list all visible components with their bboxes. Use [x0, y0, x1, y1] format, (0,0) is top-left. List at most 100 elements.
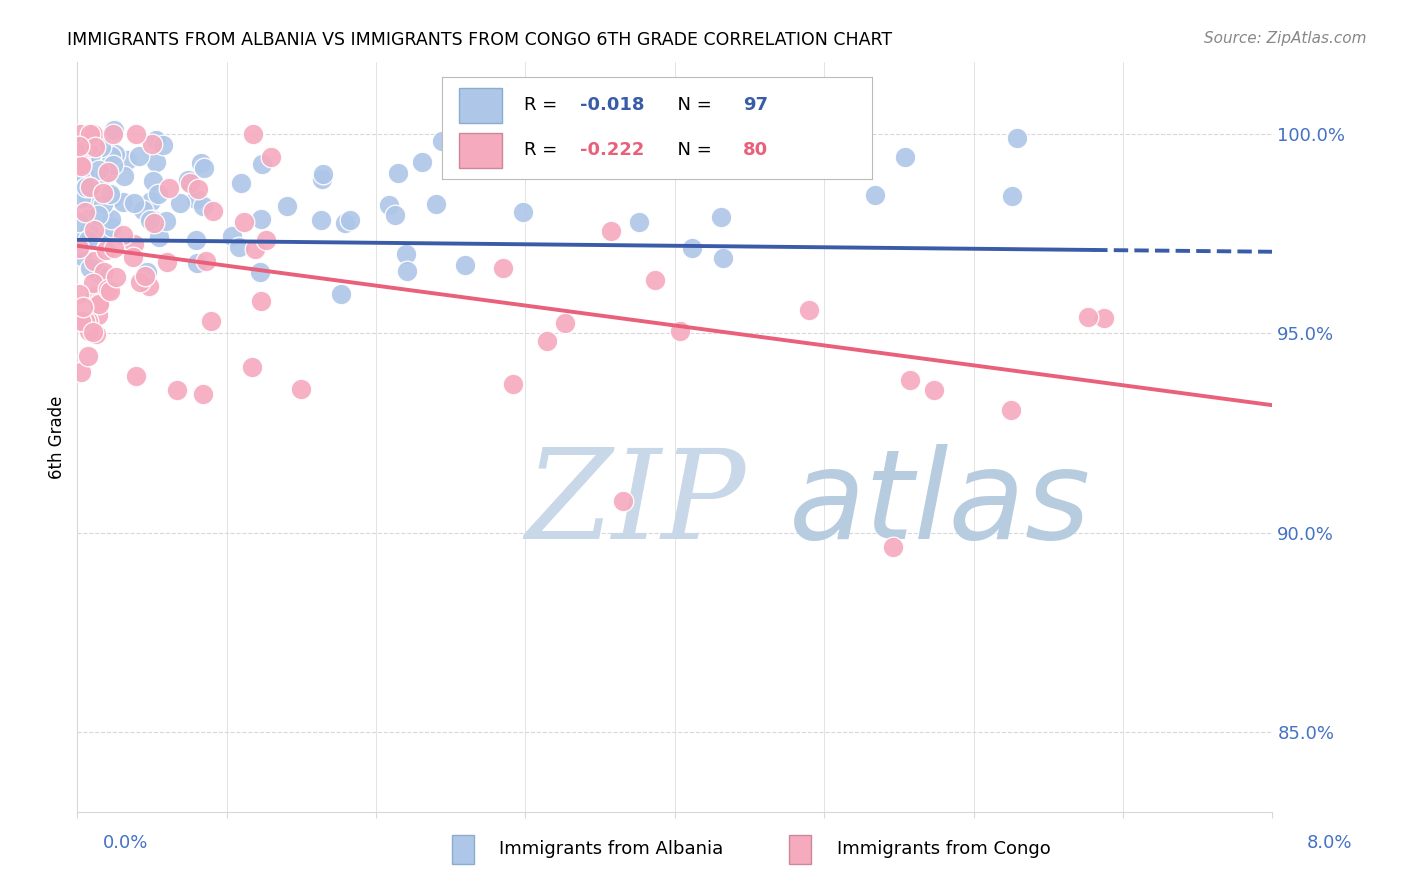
- Point: [83, 223, 105, 237]
- Point: [70, 183, 93, 197]
- Point: [122, 237, 145, 252]
- Point: [104, 270, 127, 285]
- Point: [387, 166, 409, 180]
- Point: [191, 387, 214, 401]
- Point: [89, 296, 111, 310]
- Point: [276, 198, 298, 212]
- Point: [76, 233, 98, 247]
- Point: [67, 138, 90, 153]
- Point: [97, 165, 120, 179]
- Point: [138, 213, 160, 227]
- Point: [103, 190, 125, 204]
- Point: [1005, 131, 1028, 145]
- Point: [554, 316, 576, 330]
- Point: [221, 228, 243, 243]
- Point: [612, 494, 634, 508]
- Point: [73, 141, 96, 155]
- Point: [138, 279, 160, 293]
- Point: [129, 275, 152, 289]
- Point: [309, 213, 332, 227]
- Point: [145, 155, 167, 169]
- Point: [512, 204, 534, 219]
- Point: [240, 360, 263, 375]
- Point: [103, 123, 125, 137]
- Point: [67, 243, 90, 257]
- Point: [425, 196, 447, 211]
- Point: [311, 171, 333, 186]
- Point: [84, 289, 107, 303]
- Point: [75, 314, 97, 328]
- Point: [87, 308, 110, 322]
- Point: [89, 293, 111, 308]
- Point: [75, 205, 97, 219]
- Point: [432, 134, 454, 148]
- Point: [97, 282, 120, 296]
- Point: [98, 285, 121, 299]
- Point: [136, 265, 159, 279]
- Point: [69, 159, 91, 173]
- Point: [82, 127, 104, 141]
- Point: [155, 214, 177, 228]
- Text: 0.0%: 0.0%: [103, 834, 148, 852]
- Point: [863, 188, 886, 202]
- Point: [84, 326, 107, 341]
- Point: [96, 215, 118, 229]
- Point: [69, 145, 91, 159]
- Point: [89, 212, 111, 227]
- Point: [82, 277, 104, 291]
- Text: Source: ZipAtlas.com: Source: ZipAtlas.com: [1204, 31, 1367, 46]
- Point: [83, 254, 105, 268]
- Point: [710, 211, 733, 225]
- Point: [882, 540, 904, 554]
- Point: [894, 149, 917, 163]
- Point: [249, 211, 271, 226]
- Point: [290, 382, 312, 396]
- Point: [75, 180, 97, 194]
- Point: [69, 127, 91, 141]
- Point: [395, 247, 418, 261]
- Point: [179, 177, 201, 191]
- Point: [134, 269, 156, 284]
- Point: [898, 372, 921, 386]
- Point: [600, 224, 623, 238]
- Point: [87, 163, 110, 178]
- Point: [67, 175, 90, 189]
- Point: [232, 215, 254, 229]
- Point: [128, 149, 150, 163]
- Point: [536, 334, 558, 348]
- Point: [145, 133, 167, 147]
- Point: [190, 155, 212, 169]
- Point: [97, 225, 120, 239]
- Point: [100, 212, 122, 227]
- Point: [799, 303, 821, 318]
- Point: [117, 153, 139, 167]
- Point: [152, 138, 174, 153]
- Point: [112, 169, 135, 183]
- Point: [112, 195, 135, 210]
- Point: [70, 157, 93, 171]
- Point: [166, 383, 188, 397]
- Point: [122, 250, 145, 264]
- Point: [94, 167, 117, 181]
- Point: [200, 313, 222, 327]
- Point: [229, 177, 252, 191]
- Point: [333, 216, 356, 230]
- Point: [193, 161, 215, 175]
- Point: [141, 194, 163, 209]
- Point: [72, 300, 94, 314]
- Point: [312, 167, 335, 181]
- Point: [67, 234, 90, 248]
- Point: [711, 251, 734, 265]
- Point: [103, 241, 125, 255]
- Point: [146, 186, 169, 201]
- Point: [157, 181, 180, 195]
- Point: [1077, 310, 1099, 325]
- Point: [250, 294, 273, 309]
- Point: [681, 241, 703, 255]
- Point: [228, 240, 250, 254]
- Point: [1092, 310, 1115, 325]
- Point: [184, 192, 207, 206]
- Point: [77, 145, 100, 160]
- Point: [69, 365, 91, 379]
- Point: [70, 313, 93, 327]
